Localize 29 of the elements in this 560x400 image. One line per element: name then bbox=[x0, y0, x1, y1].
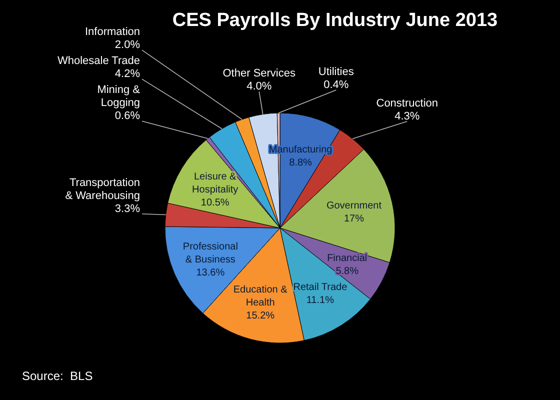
slice-label: Professional & Business bbox=[182, 241, 238, 266]
slice-label: Financial bbox=[327, 252, 368, 264]
data-label: 8.8% bbox=[289, 157, 312, 168]
data-label: 5.8% bbox=[336, 266, 359, 277]
slice-label: Retail Trade bbox=[293, 282, 348, 293]
data-label: 17% bbox=[344, 214, 364, 225]
slice-label: Education & Health bbox=[233, 284, 288, 308]
data-label: 15.2% bbox=[246, 310, 275, 322]
data-label: 4.0% bbox=[246, 80, 272, 93]
slice-label: Mining & Logging bbox=[97, 84, 141, 110]
slice-label: Construction bbox=[376, 97, 438, 110]
slice-label: Utilities bbox=[318, 66, 354, 78]
slice-label: Transportation & Warehousing bbox=[65, 176, 140, 202]
data-label: 4.2% bbox=[114, 68, 140, 80]
slice-label: Information bbox=[84, 26, 140, 38]
data-label: 13.6% bbox=[196, 267, 225, 278]
data-label: 2.0% bbox=[114, 39, 140, 52]
slice-label: Wholesale Trade bbox=[57, 55, 140, 68]
data-label: 3.3% bbox=[114, 202, 140, 215]
data-label: 10.5% bbox=[200, 198, 230, 209]
data-label: 0.4% bbox=[324, 79, 349, 92]
slice-label: Government bbox=[326, 200, 382, 212]
source-note: Source: BLS bbox=[22, 369, 93, 383]
slice-label: Leisure & Hospitality bbox=[192, 172, 238, 196]
data-label: 0.6% bbox=[114, 110, 140, 122]
chart-title: CES Payrolls By Industry June 2013 bbox=[172, 10, 498, 31]
data-label: 11.1% bbox=[306, 294, 334, 306]
data-label: 4.3% bbox=[394, 110, 420, 122]
slice-label: Other Services bbox=[222, 68, 296, 80]
